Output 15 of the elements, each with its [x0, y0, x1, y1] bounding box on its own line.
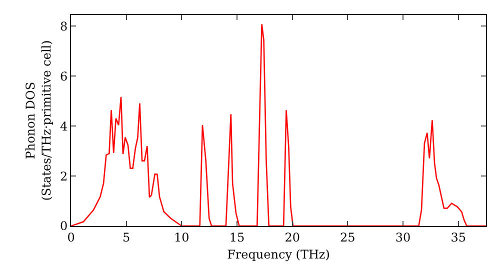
line-series — [71, 24, 486, 226]
y-tick-label: 0 — [60, 219, 68, 234]
y-axis-title: Phonon DOS (States/THz·primitive cell) — [24, 40, 54, 201]
y-tick-label: 8 — [60, 19, 68, 34]
x-tick-label: 20 — [284, 230, 300, 244]
x-tick-label: 25 — [340, 230, 356, 244]
x-tick-label: 10 — [174, 230, 190, 244]
x-tick-label: 15 — [229, 230, 245, 244]
y-tick-label: 4 — [60, 119, 68, 134]
y-tick-label: 2 — [60, 169, 68, 184]
x-axis-title: Frequency (THz) — [227, 247, 330, 262]
x-tick-label: 30 — [395, 230, 411, 244]
x-tick-label: 5 — [122, 230, 130, 244]
y-tick-label: 6 — [60, 69, 68, 84]
x-tick-label: 35 — [450, 230, 466, 244]
